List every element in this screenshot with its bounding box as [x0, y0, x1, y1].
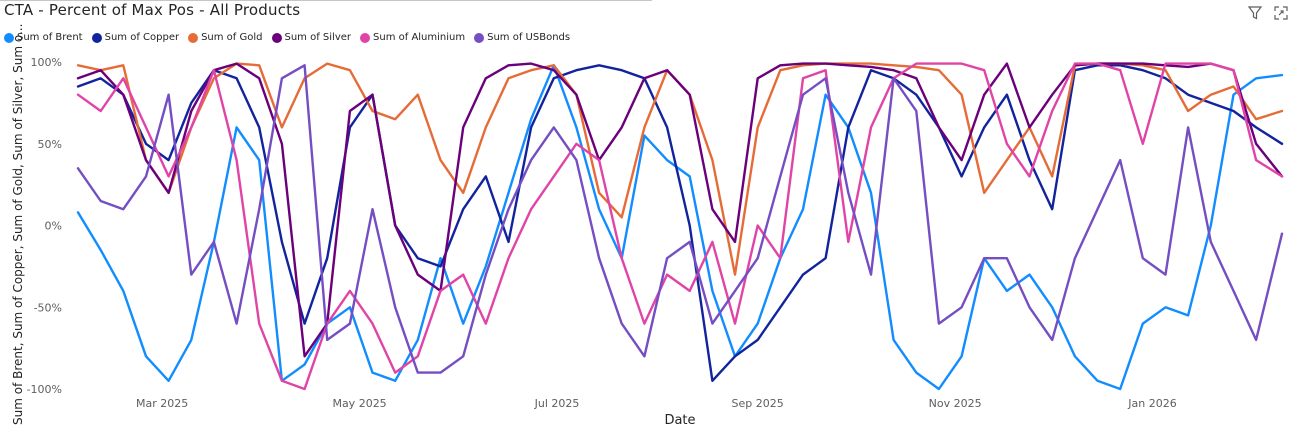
legend-label: Sum of Copper	[104, 32, 180, 43]
legend-item-usbonds[interactable]: Sum of USBonds	[474, 32, 570, 43]
legend-item-gold[interactable]: Sum of Gold	[188, 32, 263, 43]
series-line-copper[interactable]	[76, 64, 1284, 382]
x-tick-label: Jul 2025	[534, 397, 580, 410]
chart-legend: Sum of Brent Sum of Copper Sum of Gold S…	[4, 32, 579, 43]
y-tick-label: -100%	[27, 383, 62, 396]
chart-title: CTA - Percent of Max Pos - All Products	[4, 1, 301, 19]
visual-header-icons	[1247, 5, 1289, 21]
legend-dot-brent	[4, 32, 14, 43]
x-tick-label: Mar 2025	[136, 397, 188, 410]
legend-label: Sum of Silver	[284, 32, 352, 43]
series-line-usbonds[interactable]	[76, 64, 1284, 374]
series-line-silver[interactable]	[76, 62, 1284, 358]
legend-item-aluminium[interactable]: Sum of Aluminium	[360, 32, 465, 43]
focus-mode-icon[interactable]	[1273, 5, 1289, 21]
x-axis-title: Date	[664, 413, 696, 428]
series-line-aluminium[interactable]	[76, 62, 1284, 391]
legend-label: Sum of USBonds	[487, 32, 571, 43]
legend-label: Sum of Brent	[17, 32, 83, 43]
legend-dot-gold	[188, 32, 199, 43]
series-line-brent[interactable]	[76, 64, 1284, 391]
y-tick-label: 100%	[31, 56, 62, 69]
legend-label: Sum of Aluminium	[373, 32, 466, 43]
x-tick-label: Jan 2026	[1127, 397, 1176, 410]
filter-icon[interactable]	[1247, 5, 1263, 21]
legend-dot-silver	[271, 32, 282, 43]
x-tick-label: Sep 2025	[732, 397, 784, 410]
legend-item-brent[interactable]: Sum of Brent	[4, 32, 83, 43]
legend-dot-usbonds	[474, 32, 485, 43]
legend-dot-copper	[91, 32, 102, 43]
y-tick-label: -50%	[34, 301, 62, 314]
x-tick-label: Nov 2025	[929, 397, 982, 410]
y-tick-label: 0%	[45, 220, 62, 233]
x-tick-label: May 2025	[332, 397, 386, 410]
y-tick-label: 50%	[38, 138, 62, 151]
legend-label: Sum of Gold	[201, 32, 263, 43]
legend-item-silver[interactable]: Sum of Silver	[271, 32, 352, 43]
visual-top-border	[0, 0, 1303, 2]
legend-dot-aluminium	[360, 32, 371, 43]
legend-item-copper[interactable]: Sum of Copper	[91, 32, 180, 43]
